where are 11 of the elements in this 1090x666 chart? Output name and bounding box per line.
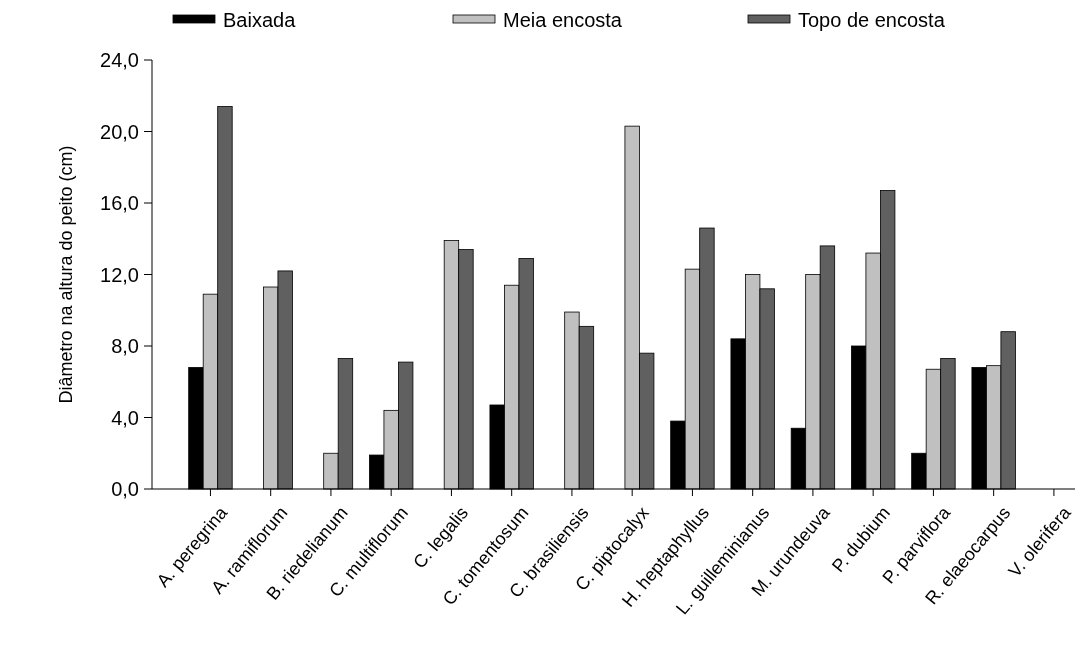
y-tick-label: 24,0 bbox=[100, 49, 139, 71]
y-tick-label: 16,0 bbox=[100, 192, 139, 214]
y-tick-label: 8,0 bbox=[111, 335, 139, 357]
y-tick-label: 4,0 bbox=[111, 406, 139, 429]
y-tick-label: 12,0 bbox=[100, 263, 139, 286]
legend-label: Topo de encosta bbox=[798, 9, 946, 31]
legend-label: Meia encosta bbox=[503, 9, 623, 31]
y-axis-title: Diâmetro na altura do peito (cm) bbox=[56, 145, 76, 404]
legend-label: Baixada bbox=[223, 9, 297, 31]
y-tick-label: 0,0 bbox=[111, 478, 139, 500]
y-tick-label: 20,0 bbox=[100, 120, 139, 143]
